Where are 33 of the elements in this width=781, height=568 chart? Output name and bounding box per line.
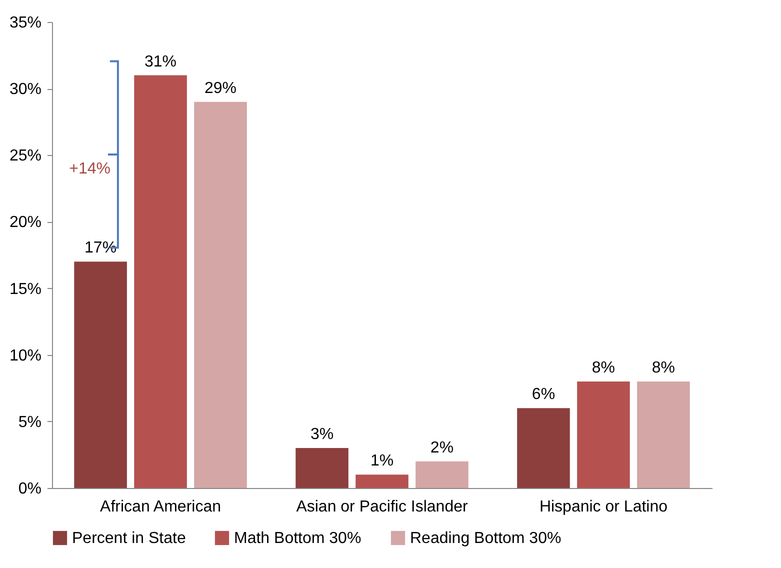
data-label: 1% [370,452,394,470]
bar [296,448,348,488]
annotation: +14% [69,160,111,178]
data-label: 6% [532,386,556,404]
bar [416,461,468,488]
bar [517,408,570,488]
data-label: 8% [592,359,616,376]
bar [577,381,630,488]
y-tick-label: 15% [9,280,42,298]
y-tick-label: 0% [18,480,42,498]
x-tick-label: African American [100,498,221,516]
bar [194,102,247,488]
bar [134,75,187,488]
y-tick-label: 35% [9,14,42,32]
y-tick-label: 25% [9,148,42,165]
y-tick-label: 30% [9,81,42,98]
legend-label: Percent in State [72,530,186,547]
data-label: 2% [430,439,454,456]
data-label: 29% [204,80,237,97]
data-label: 8% [652,359,676,376]
y-tick-label: 10% [9,347,42,364]
x-tick-label: Hispanic or Latino [539,498,668,516]
legend-label: Reading Bottom 30% [410,530,562,547]
legend-label: Math Bottom 30% [234,530,362,547]
bar [74,262,127,488]
x-tick-label: Asian or Pacific Islander [296,498,468,516]
data-label: 3% [310,426,334,444]
bar [637,381,690,488]
y-tick-label: 20% [9,214,42,232]
y-tick-label: 5% [18,414,42,431]
data-label: 31% [144,53,177,70]
bar [356,474,408,488]
data-label: 17% [84,240,117,257]
